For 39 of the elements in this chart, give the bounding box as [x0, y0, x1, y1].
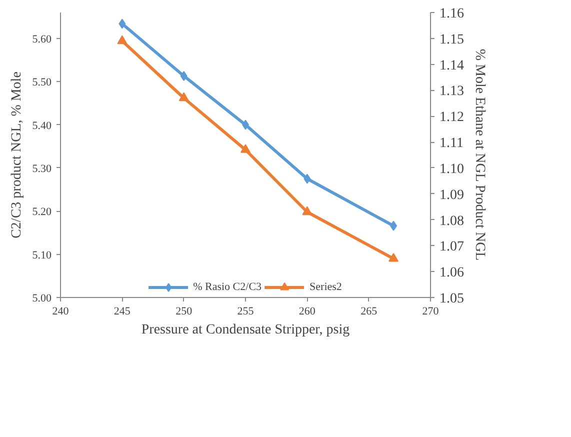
y-tick-label: 5.10 [32, 249, 52, 262]
x-tick-label: 250 [176, 306, 193, 318]
legend-label: Series2 [310, 281, 342, 293]
y2-tick-label: 1.10 [440, 162, 464, 177]
point [304, 174, 311, 184]
x-tick-label: 245 [114, 306, 131, 318]
point [388, 252, 398, 262]
y2-tick-label: 1.15 [440, 32, 464, 48]
x-tick-label: 270 [422, 306, 440, 318]
point [180, 70, 188, 81]
y-tick-label: 5.20 [32, 206, 52, 218]
x-tick-label: 255 [237, 306, 254, 318]
y-tick-label: 5.40 [32, 120, 52, 132]
y2-tick-label: 1.14 [440, 58, 464, 74]
legend-label: % Rasio C2/C3 [193, 281, 262, 293]
x-tick-label: 265 [360, 306, 378, 318]
y2-tick-label: 1.12 [440, 110, 464, 126]
y2-tick-label: 1.05 [440, 292, 464, 306]
point [240, 144, 250, 153]
point [118, 18, 126, 29]
x-axis-title: Pressure at Condensate Stripper, psig [141, 322, 350, 338]
y2-tick-label: 1.07 [440, 240, 464, 255]
y-axis-title: C2/C3 product NGL, % Mole [9, 72, 24, 238]
y2-tick-label: 1.11 [440, 136, 464, 152]
y-tick-label: 5.30 [32, 162, 52, 175]
point [302, 206, 312, 216]
y2-axis-title: % Mole Ethane at NGL Product NGL [472, 48, 487, 261]
y2-tick-label: 1.13 [440, 84, 464, 100]
x-tick-label: 260 [298, 306, 316, 318]
y2-tick-label: 1.06 [440, 266, 464, 281]
y-tick-label: 5.00 [32, 292, 52, 304]
point [117, 35, 128, 44]
y2-tick-label: 1.16 [440, 6, 464, 22]
y2-tick-label: 1.09 [440, 188, 464, 203]
point [178, 92, 189, 102]
y2-tick-label: 1.08 [440, 214, 464, 229]
y-tick-label: 5.60 [32, 33, 52, 46]
y-tick-label: 5.50 [32, 76, 52, 89]
x-tick-label: 240 [52, 306, 70, 318]
